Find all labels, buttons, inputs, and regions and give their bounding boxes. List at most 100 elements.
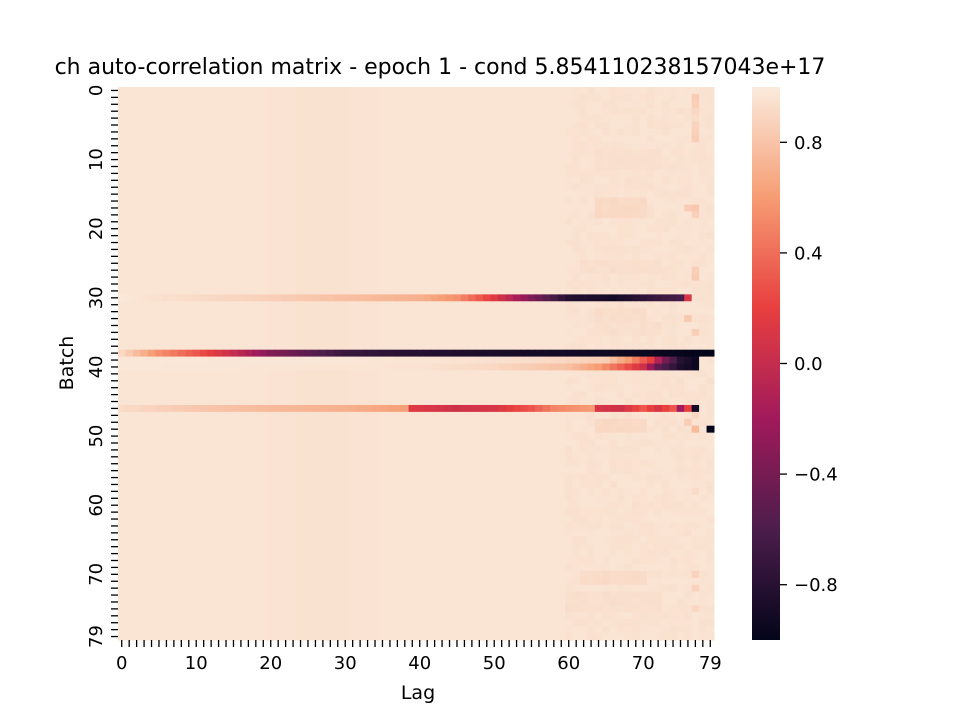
heatmap-cell bbox=[445, 342, 454, 351]
heatmap-cell bbox=[617, 204, 626, 212]
heatmap-cell bbox=[661, 467, 670, 475]
heatmap-cell bbox=[661, 149, 670, 157]
heatmap-cell bbox=[520, 335, 529, 344]
heatmap-cell bbox=[542, 494, 551, 503]
heatmap-cell bbox=[371, 377, 380, 385]
heatmap-cell bbox=[654, 411, 663, 420]
heatmap-cell bbox=[393, 308, 402, 316]
heatmap-cell bbox=[341, 204, 350, 212]
heatmap-cell bbox=[289, 501, 298, 510]
heatmap-cell bbox=[490, 163, 499, 171]
heatmap-cell bbox=[632, 425, 640, 434]
heatmap-cell bbox=[602, 335, 611, 344]
heatmap-cell bbox=[699, 322, 708, 330]
heatmap-cell bbox=[602, 481, 611, 489]
heatmap-cell bbox=[296, 232, 305, 240]
heatmap-cell bbox=[155, 467, 164, 475]
heatmap-cell bbox=[244, 107, 253, 116]
heatmap-cell bbox=[222, 363, 231, 371]
heatmap-cell bbox=[542, 315, 551, 323]
heatmap-cell bbox=[125, 128, 134, 136]
heatmap-cell bbox=[118, 411, 126, 420]
heatmap-cell bbox=[505, 377, 514, 385]
heatmap-cell bbox=[147, 411, 156, 420]
heatmap-cell bbox=[229, 467, 238, 475]
heatmap-cell bbox=[565, 176, 573, 185]
heatmap-cell bbox=[326, 128, 335, 136]
heatmap-cell bbox=[348, 142, 357, 150]
heatmap-cell bbox=[244, 425, 253, 434]
heatmap-cell bbox=[177, 169, 186, 178]
heatmap-cell bbox=[505, 349, 514, 358]
heatmap-cell bbox=[401, 259, 410, 268]
heatmap-cell bbox=[550, 273, 559, 282]
heatmap-cell bbox=[624, 432, 633, 441]
heatmap-cell bbox=[132, 363, 141, 371]
heatmap-cell bbox=[475, 508, 484, 517]
heatmap-cell bbox=[453, 280, 462, 288]
heatmap-cell bbox=[557, 446, 566, 454]
heatmap-cell bbox=[676, 156, 685, 164]
heatmap-cell bbox=[214, 411, 223, 420]
heatmap-cell bbox=[244, 245, 253, 254]
heatmap-cell bbox=[565, 121, 573, 129]
heatmap-cell bbox=[348, 432, 357, 441]
heatmap-cell bbox=[699, 190, 708, 199]
heatmap-cell bbox=[654, 273, 663, 282]
heatmap-cell bbox=[199, 494, 208, 503]
heatmap-cell bbox=[244, 453, 253, 461]
heatmap-cell bbox=[319, 107, 328, 116]
heatmap-cell bbox=[505, 218, 514, 226]
heatmap-cell bbox=[222, 384, 231, 392]
heatmap-cell bbox=[684, 156, 693, 164]
heatmap-cell bbox=[214, 225, 223, 233]
heatmap-cell bbox=[118, 439, 126, 447]
heatmap-cell bbox=[371, 328, 380, 337]
heatmap-cell bbox=[319, 322, 328, 330]
heatmap-cell bbox=[475, 404, 484, 413]
heatmap-cell bbox=[363, 322, 372, 330]
heatmap-cell bbox=[483, 245, 491, 254]
heatmap-cell bbox=[311, 156, 320, 164]
heatmap-cell bbox=[430, 218, 439, 226]
heatmap-cell bbox=[423, 245, 432, 254]
heatmap-cell bbox=[445, 273, 454, 282]
heatmap-cell bbox=[185, 315, 193, 323]
heatmap-cell bbox=[393, 197, 402, 206]
heatmap-cell bbox=[162, 322, 171, 330]
heatmap-cell bbox=[207, 156, 216, 164]
heatmap-cell bbox=[341, 474, 350, 482]
heatmap-cell bbox=[684, 342, 693, 351]
heatmap-cell bbox=[684, 239, 693, 247]
heatmap-cell bbox=[408, 287, 417, 295]
heatmap-cell bbox=[229, 273, 238, 282]
heatmap-cell bbox=[281, 515, 290, 523]
heatmap-cell bbox=[706, 467, 715, 475]
heatmap-cell bbox=[408, 183, 417, 192]
heatmap-cell bbox=[594, 356, 603, 364]
heatmap-cell bbox=[267, 128, 275, 136]
heatmap-cell bbox=[468, 474, 477, 482]
heatmap-cell bbox=[535, 322, 544, 330]
heatmap-cell bbox=[185, 93, 193, 102]
heatmap-cell bbox=[341, 404, 350, 413]
heatmap-cell bbox=[341, 315, 350, 323]
heatmap-cell bbox=[252, 377, 261, 385]
heatmap-cell bbox=[535, 142, 544, 150]
heatmap-cell bbox=[430, 142, 439, 150]
heatmap-cell bbox=[542, 460, 551, 468]
heatmap-cell bbox=[289, 308, 298, 316]
heatmap-cell bbox=[646, 328, 655, 337]
heatmap-cell bbox=[535, 481, 544, 489]
heatmap-cell bbox=[229, 156, 238, 164]
heatmap-cell bbox=[334, 515, 342, 523]
heatmap-cell bbox=[304, 218, 313, 226]
heatmap-cell bbox=[490, 93, 499, 102]
heatmap-cell bbox=[237, 322, 246, 330]
heatmap-cell bbox=[617, 446, 626, 454]
heatmap-cell bbox=[177, 377, 186, 385]
heatmap-cell bbox=[363, 349, 372, 358]
heatmap-cell bbox=[512, 135, 521, 143]
heatmap-cell bbox=[311, 508, 320, 517]
heatmap-cell bbox=[401, 163, 410, 171]
